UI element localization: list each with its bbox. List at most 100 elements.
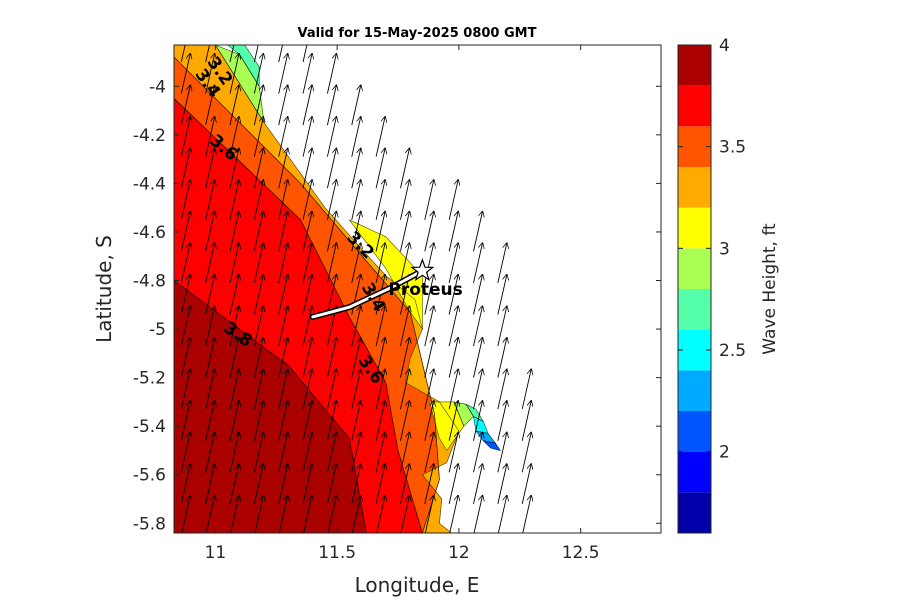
wave-arrow-132: [448, 369, 458, 410]
colorbar-tick-label-3: 3.5: [719, 138, 746, 158]
wave-arrow-77: [473, 243, 483, 284]
wave-arrow-97: [278, 306, 288, 347]
wave-arrow-128: [351, 369, 361, 410]
wave-arrow-126: [302, 369, 312, 410]
wave-arrow-121: [180, 369, 190, 410]
contour-line-4: [349, 219, 423, 331]
wave-arrow-2: [229, 45, 235, 63]
wave-arrow-129: [375, 369, 385, 410]
colorbar-tick-label-1: 2.5: [719, 341, 746, 361]
wave-arrow-73: [375, 243, 385, 284]
wave-arrow-90: [448, 274, 458, 315]
wave-arrow-115: [375, 338, 385, 378]
wave-arrow-12: [326, 54, 336, 94]
x-tick-label-2: 12: [448, 543, 470, 563]
wave-arrow-19: [326, 85, 336, 126]
wave-arrow-63: [448, 211, 458, 252]
wave-arrow-102: [400, 306, 409, 347]
wave-arrow-43: [253, 180, 263, 220]
colorbar-swatch-8: [678, 167, 711, 208]
station-marker: Proteus: [388, 258, 463, 300]
wave-arrow-28: [351, 117, 361, 157]
wave-arrow-81: [229, 274, 239, 315]
wave-arrow-127: [326, 369, 336, 410]
colorbar-swatch-11: [678, 45, 711, 86]
wave-arrow-108: [205, 338, 215, 378]
colorbar-swatch-4: [678, 329, 711, 371]
wave-arrow-61: [400, 211, 409, 252]
x-tick-label-3: 12.5: [562, 543, 600, 563]
wave-arrow-134: [497, 369, 507, 410]
wave-arrow-44: [278, 180, 288, 220]
track-line: [311, 269, 424, 319]
wave-arrow-85: [326, 274, 336, 315]
wave-arrow-78: [497, 243, 507, 284]
wave-arrow-123: [229, 369, 239, 410]
colorbar-swatch-0: [678, 492, 711, 533]
wave-arrow-191: [424, 495, 434, 533]
wave-arrow-164: [497, 432, 507, 473]
wave-arrow-188: [351, 495, 361, 533]
wave-arrow-92: [497, 274, 507, 315]
wave-arrow-133: [473, 369, 483, 410]
wave-arrow-70: [302, 243, 312, 284]
wave-arrow-109: [229, 338, 239, 378]
wave-arrow-138: [229, 401, 239, 441]
wave-arrow-16: [253, 85, 263, 126]
wave-arrow-151: [180, 432, 190, 473]
wave-arrow-146: [424, 401, 434, 441]
x-axis-label: Longitude, E: [355, 573, 480, 597]
wave-arrow-193: [473, 495, 483, 533]
colorbar: 2 2.5 3 3.5 4: [677, 36, 746, 534]
wave-arrow-98: [302, 306, 312, 347]
wave-arrow-189: [376, 495, 385, 533]
wave-arrow-40: [180, 180, 190, 220]
wave-arrow-101: [375, 306, 385, 347]
wave-arrow-120: [497, 338, 507, 378]
wave-arrow-117: [424, 338, 434, 378]
wave-arrow-72: [351, 243, 361, 284]
colorbar-tick-label-2: 3: [719, 239, 730, 259]
wave-arrow-183: [230, 495, 239, 533]
wave-arrow-38: [375, 148, 385, 189]
wave-arrow-22: [205, 117, 215, 157]
wave-arrow-130: [400, 369, 409, 410]
wave-arrow-93: [180, 306, 190, 347]
colorbar-tick-label-0: 2: [719, 443, 730, 463]
wave-arrow-52: [180, 211, 190, 252]
wave-arrow-131: [424, 369, 434, 410]
wave-arrow-62: [424, 211, 434, 252]
wave-arrow-154: [253, 432, 263, 473]
y-tick-label-6: -5.2: [133, 369, 166, 389]
wave-arrow-82: [253, 274, 263, 315]
wave-arrow-118: [448, 338, 458, 378]
wave-arrow-4: [278, 45, 283, 63]
wave-arrow-59: [351, 211, 361, 252]
wave-arrow-1: [205, 45, 210, 63]
wave-arrow-41: [205, 180, 215, 220]
wave-arrow-114: [351, 338, 361, 378]
wave-arrow-69: [278, 243, 288, 284]
wave-arrow-47: [351, 180, 361, 220]
wave-arrow-100: [351, 306, 361, 347]
wave-arrow-156: [302, 432, 312, 473]
y-tick-label-0: -4: [149, 77, 166, 97]
wave-arrow-104: [448, 306, 458, 347]
wave-arrow-105: [473, 306, 483, 347]
wave-arrow-176: [424, 464, 434, 504]
wave-arrow-25: [278, 117, 288, 157]
colorbar-swatch-7: [678, 207, 711, 249]
wave-arrow-149: [497, 401, 507, 441]
wave-arrow-137: [205, 401, 215, 441]
wave-arrow-30: [180, 148, 190, 189]
wave-arrow-76: [448, 243, 458, 284]
wave-arrow-187: [327, 495, 336, 533]
wave-arrow-74: [400, 243, 409, 284]
wave-arrow-158: [351, 432, 361, 473]
wave-arrow-178: [473, 464, 483, 504]
contour-line-12: [482, 440, 501, 451]
wave-arrow-143: [351, 401, 361, 441]
wave-arrow-57: [302, 211, 312, 252]
colorbar-frame: [677, 44, 712, 534]
wave-arrow-113: [326, 338, 336, 378]
